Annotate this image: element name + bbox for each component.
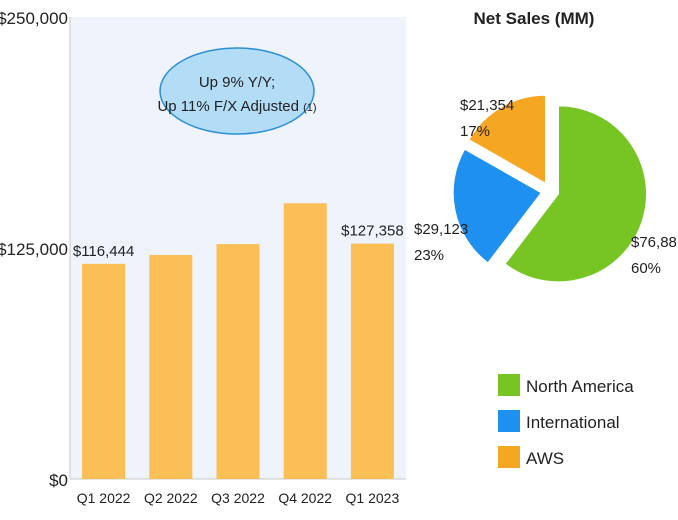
annotation-line-1: Up 9% Y/Y; (199, 74, 275, 91)
annotation-line-2-text: Up 11% F/X Adjusted (157, 98, 298, 115)
legend-swatch-aws (498, 446, 520, 468)
bar (216, 244, 260, 479)
legend-label-aws: AWS (526, 449, 564, 468)
bar (350, 243, 394, 479)
bar (149, 254, 193, 479)
slice-value-label-aws: $21,354 (460, 97, 514, 114)
legend-swatch-international (498, 410, 520, 432)
pie-title: Net Sales (MM) (474, 9, 595, 28)
bar-value-label: $127,358 (341, 223, 404, 240)
annotation-line-2: Up 11% F/X Adjusted (1) (157, 98, 316, 115)
slice-pct-label-international: 23% (414, 247, 444, 264)
annotation-bubble (159, 47, 315, 135)
pie-slice-aws (468, 94, 546, 185)
x-tick-label: Q1 2022 (77, 490, 131, 506)
pie-chart: Net Sales (MM) $21,354 17% $29,123 23% $… (414, 9, 678, 468)
legend-swatch-north-america (498, 374, 520, 396)
slice-value-label-north-america: $76,881 (631, 234, 678, 251)
y-tick-label: $0 (49, 471, 68, 490)
bar-chart: $250,000 $125,000 $0 Up 9% Y/Y; Up 11% F… (0, 9, 406, 506)
pie-slice-north-america (504, 105, 648, 283)
legend-label-north-america: North America (526, 377, 634, 396)
x-tick-label: Q1 2023 (346, 490, 400, 506)
slice-pct-label-north-america: 60% (631, 260, 661, 277)
pie-slice-international (452, 148, 542, 264)
y-tick-label: $125,000 (0, 240, 68, 259)
legend-label-international: International (526, 413, 620, 432)
y-tick-label: $250,000 (0, 9, 68, 28)
x-tick-label: Q4 2022 (278, 490, 332, 506)
bar-value-label: $116,444 (73, 243, 134, 260)
annotation-footnote: (1) (303, 102, 316, 114)
slice-pct-label-aws: 17% (460, 123, 490, 140)
slice-value-label-international: $29,123 (414, 221, 468, 238)
bar (82, 263, 126, 479)
bars-layer: Q1 2022 $116,444 Q2 2022 Q3 2022 Q4 2022 Q1 2… (73, 203, 404, 506)
bar (283, 203, 327, 480)
pie-layer (452, 94, 648, 283)
x-tick-label: Q3 2022 (211, 490, 265, 506)
x-tick-label: Q2 2022 (144, 490, 198, 506)
